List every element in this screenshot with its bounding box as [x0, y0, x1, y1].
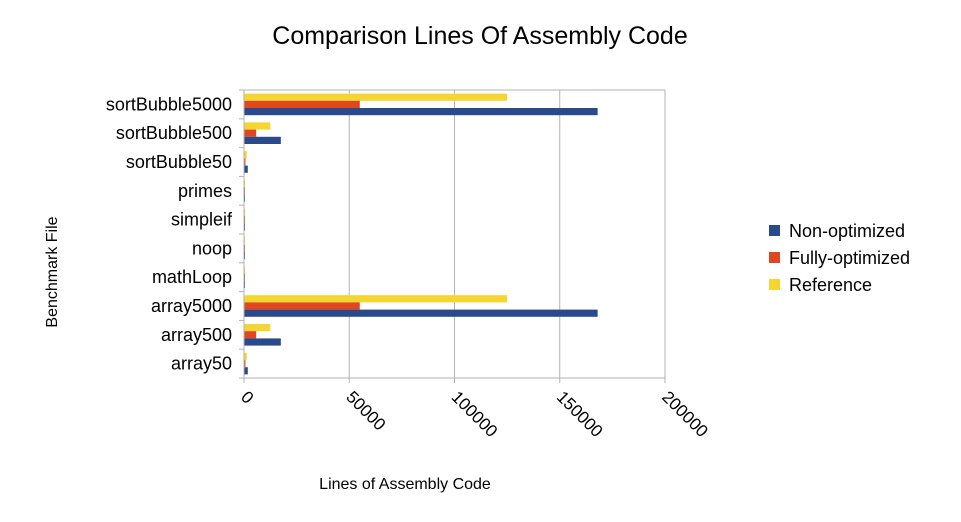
category-label: array5000	[151, 296, 232, 316]
grid	[239, 89, 666, 383]
category-label: primes	[178, 181, 232, 201]
x-tick-label: 50000	[342, 387, 389, 434]
category-label: sortBubble5000	[106, 94, 232, 114]
plot-area	[239, 89, 666, 383]
legend: Non-optimized Fully-optimized Reference	[769, 221, 910, 295]
bar-fully-optimized-array500	[244, 331, 257, 339]
category-label: array500	[161, 325, 232, 345]
legend-swatch	[769, 279, 780, 290]
bar-reference-sortbubble5000	[244, 93, 508, 101]
bar-fully-optimized-array50	[244, 360, 246, 368]
x-tick-label: 100000	[448, 387, 502, 441]
bar-fully-optimized-array5000	[244, 302, 360, 310]
category-label: sortBubble50	[126, 152, 232, 172]
legend-item: Non-optimized	[769, 221, 905, 241]
x-tick-label: 150000	[553, 387, 607, 441]
category-label: simpleif	[171, 210, 233, 230]
legend-swatch	[769, 252, 780, 263]
category-labels: sortBubble5000 sortBubble500 sortBubble50 p…	[106, 94, 233, 373]
legend-item: Fully-optimized	[769, 248, 910, 268]
chart-title: Comparison Lines Of Assembly Code	[272, 22, 687, 50]
axes	[243, 89, 665, 379]
bar-reference-sortbubble50	[244, 151, 247, 159]
y-axis-label: Benchmark File	[44, 216, 61, 327]
x-axis-label: Lines of Assembly Code	[319, 476, 491, 493]
bar-non-optimized-array500	[244, 338, 281, 346]
bar-fully-optimized-sortbubble5000	[244, 100, 360, 108]
legend-label: Non-optimized	[789, 221, 905, 241]
legend-item: Reference	[769, 275, 872, 295]
x-tick-label: 0	[237, 387, 257, 407]
bar-fully-optimized-sortbubble50	[244, 158, 246, 166]
category-label: array50	[171, 354, 232, 374]
bar-reference-sortbubble500	[244, 122, 271, 130]
legend-label: Reference	[789, 275, 872, 295]
bar-non-optimized-array50	[244, 367, 248, 375]
legend-swatch	[769, 225, 780, 236]
legend-label: Fully-optimized	[789, 248, 910, 268]
bars	[244, 93, 598, 375]
bar-reference-array500	[244, 324, 271, 332]
category-label: sortBubble500	[116, 123, 232, 143]
bar-fully-optimized-sortbubble500	[244, 129, 257, 137]
bar-reference-array5000	[244, 295, 508, 303]
category-label: mathLoop	[152, 267, 232, 287]
x-tick-label: 200000	[658, 387, 712, 441]
bar-non-optimized-sortbubble5000	[244, 108, 598, 116]
bar-non-optimized-array5000	[244, 309, 598, 317]
x-tick-labels: 0 50000 100000 150000 200000	[237, 387, 712, 441]
category-label: noop	[192, 238, 232, 258]
bar-non-optimized-sortbubble50	[244, 165, 248, 173]
bar-reference-array50	[244, 352, 247, 360]
bar-non-optimized-sortbubble500	[244, 136, 281, 144]
